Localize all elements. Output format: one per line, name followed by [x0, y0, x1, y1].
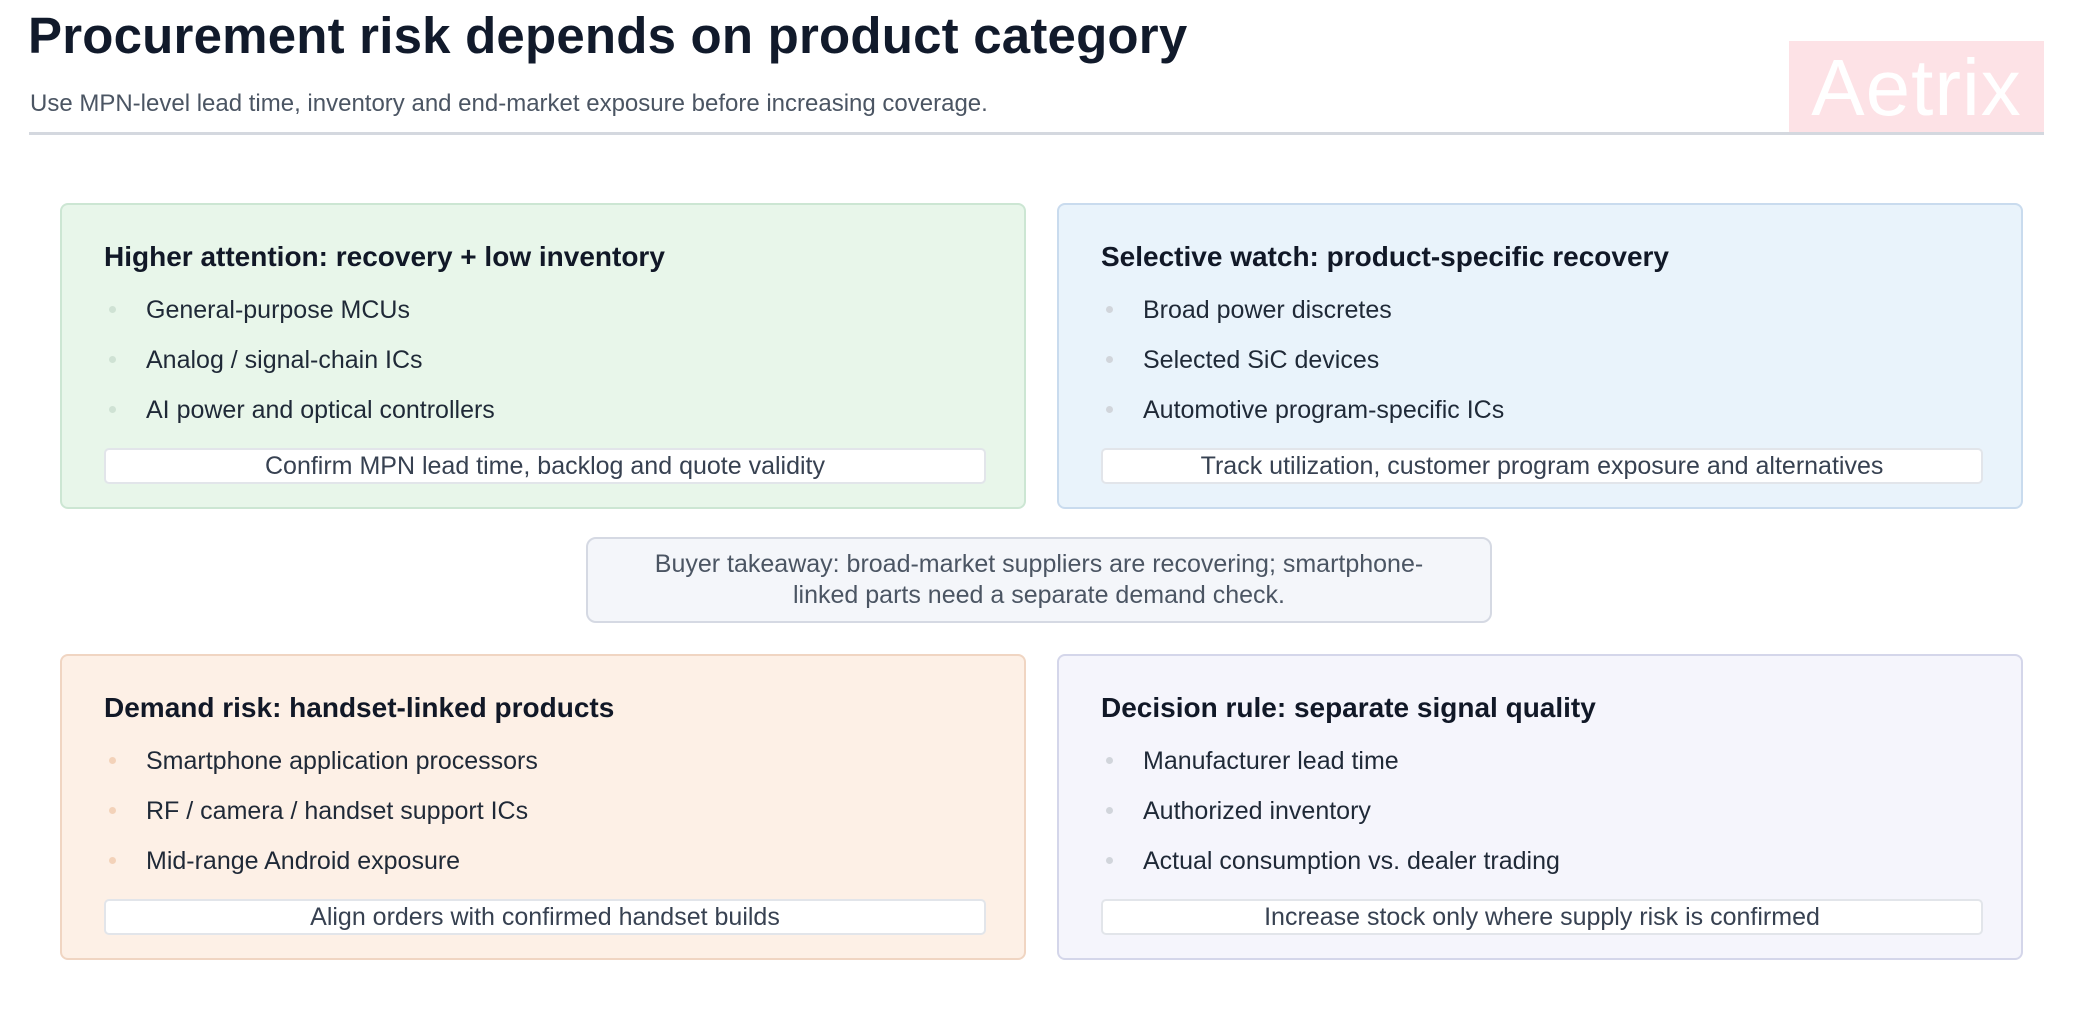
list-item-label: General-purpose MCUs — [146, 296, 410, 324]
page-title: Procurement risk depends on product cate… — [28, 7, 1188, 64]
card-title: Decision rule: separate signal quality — [1101, 692, 1596, 723]
list-item-label: Mid-range Android exposure — [146, 847, 461, 875]
bullet-icon — [109, 406, 116, 413]
card-decision-rule: Decision rule: separate signal quality M… — [1057, 654, 2023, 960]
bullet-icon — [1106, 857, 1113, 864]
card-action-note: Track utilization, customer program expo… — [1101, 448, 1983, 484]
list-item-label: AI power and optical controllers — [146, 396, 495, 424]
list-item: Actual consumption vs. dealer trading — [1101, 846, 1560, 896]
list-item: Authorized inventory — [1101, 796, 1560, 846]
list-item-label: Analog / signal-chain ICs — [146, 346, 423, 374]
card-item-list: Broad power discretes Selected SiC devic… — [1101, 295, 1504, 445]
list-item-label: Actual consumption vs. dealer trading — [1143, 847, 1560, 875]
card-action-note: Align orders with confirmed handset buil… — [104, 899, 986, 935]
list-item: RF / camera / handset support ICs — [104, 796, 538, 846]
card-demand-risk: Demand risk: handset-linked products Sma… — [60, 654, 1026, 960]
buyer-takeaway-box: Buyer takeaway: broad-market suppliers a… — [586, 537, 1492, 623]
list-item: Analog / signal-chain ICs — [104, 345, 495, 395]
card-item-list: Smartphone application processors RF / c… — [104, 746, 538, 896]
list-item-label: Selected SiC devices — [1143, 346, 1380, 374]
bullet-icon — [1106, 356, 1113, 363]
list-item-label: Authorized inventory — [1143, 797, 1371, 825]
bullet-icon — [109, 857, 116, 864]
bullet-icon — [1106, 406, 1113, 413]
header-divider — [29, 132, 2044, 135]
bullet-icon — [1106, 306, 1113, 313]
page-subtitle: Use MPN-level lead time, inventory and e… — [30, 90, 988, 117]
card-higher-attention: Higher attention: recovery + low invento… — [60, 203, 1026, 509]
card-title: Selective watch: product-specific recove… — [1101, 241, 1669, 272]
bullet-icon — [109, 306, 116, 313]
list-item-label: RF / camera / handset support ICs — [146, 797, 529, 825]
bullet-icon — [1106, 757, 1113, 764]
card-action-note: Increase stock only where supply risk is… — [1101, 899, 1983, 935]
bullet-icon — [109, 807, 116, 814]
list-item: Manufacturer lead time — [1101, 746, 1560, 796]
card-item-list: Manufacturer lead time Authorized invent… — [1101, 746, 1560, 896]
card-action-note: Confirm MPN lead time, backlog and quote… — [104, 448, 986, 484]
list-item: AI power and optical controllers — [104, 395, 495, 445]
list-item-label: Smartphone application processors — [146, 747, 538, 775]
logo-watermark: Aetrix — [1789, 41, 2044, 134]
list-item: Broad power discretes — [1101, 295, 1504, 345]
list-item-label: Manufacturer lead time — [1143, 747, 1399, 775]
card-item-list: General-purpose MCUs Analog / signal-cha… — [104, 295, 495, 445]
list-item: Smartphone application processors — [104, 746, 538, 796]
bullet-icon — [109, 356, 116, 363]
card-title: Demand risk: handset-linked products — [104, 692, 615, 723]
list-item: Selected SiC devices — [1101, 345, 1504, 395]
bullet-icon — [109, 757, 116, 764]
list-item: General-purpose MCUs — [104, 295, 495, 345]
card-title: Higher attention: recovery + low invento… — [104, 241, 665, 272]
bullet-icon — [1106, 807, 1113, 814]
logo-text: Aetrix — [1811, 42, 2022, 132]
buyer-takeaway-text: Buyer takeaway: broad-market suppliers a… — [654, 550, 1424, 609]
list-item-label: Automotive program-specific ICs — [1143, 396, 1505, 424]
list-item-label: Broad power discretes — [1143, 296, 1392, 324]
card-selective-watch: Selective watch: product-specific recove… — [1057, 203, 2023, 509]
list-item: Mid-range Android exposure — [104, 846, 538, 896]
list-item: Automotive program-specific ICs — [1101, 395, 1504, 445]
